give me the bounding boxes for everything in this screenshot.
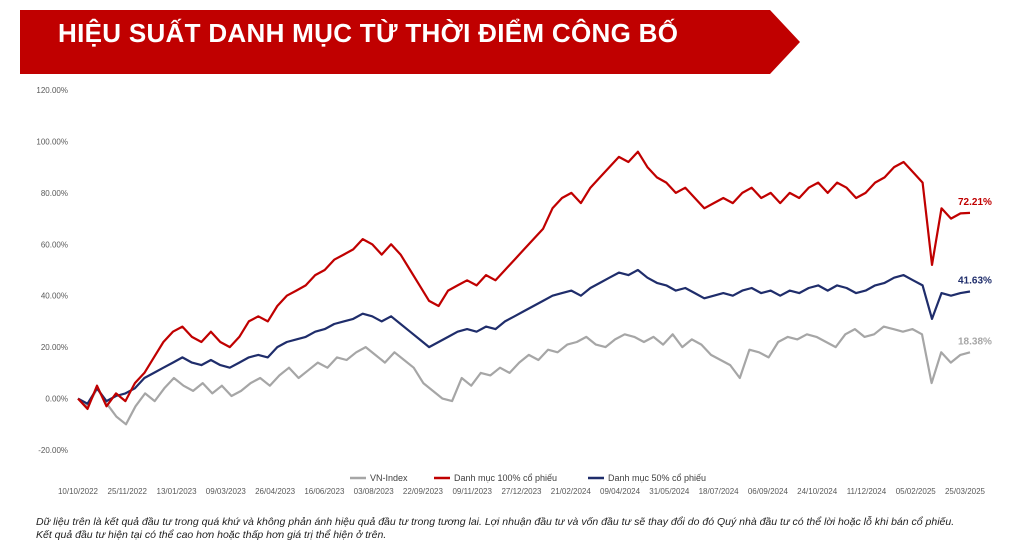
y-tick-label: 120.00% (36, 86, 68, 95)
y-tick-label: 40.00% (41, 292, 68, 301)
y-tick-label: 100.00% (36, 137, 68, 146)
x-tick-label: 24/10/2024 (797, 487, 838, 496)
x-tick-label: 25/03/2025 (945, 487, 986, 496)
x-tick-label: 26/04/2023 (255, 487, 296, 496)
x-tick-label: 31/05/2024 (649, 487, 690, 496)
legend-entry: VN-Index (370, 473, 408, 483)
x-tick-label: 13/01/2023 (157, 487, 198, 496)
disclaimer-line-1: Dữ liệu trên là kết quả đầu tư trong quá… (36, 516, 955, 528)
x-tick-label: 09/11/2023 (452, 487, 492, 496)
x-tick-label: 22/09/2023 (403, 487, 444, 496)
x-tick-label: 21/02/2024 (551, 487, 592, 496)
y-tick-label: 60.00% (41, 240, 68, 249)
x-tick-label: 27/12/2023 (501, 487, 542, 496)
page-title: HIỆU SUẤT DANH MỤC TỪ THỜI ĐIỂM CÔNG BỐ (58, 18, 679, 48)
x-tick-label: 11/12/2024 (847, 487, 887, 496)
title-banner (20, 10, 800, 74)
disclaimer-footnote: Dữ liệu trên là kết quả đầu tư trong quá… (36, 516, 1006, 542)
series-line-0 (77, 325, 971, 426)
disclaimer-line-2: Kết quả đầu tư hiện tại có thể cao hơn h… (36, 529, 387, 541)
y-tick-label: 80.00% (41, 189, 68, 198)
x-tick-label: 18/07/2024 (699, 487, 740, 496)
x-tick-label: 09/04/2024 (600, 487, 641, 496)
series-end-label: 41.63% (958, 276, 992, 287)
y-tick-label: -20.00% (38, 446, 68, 455)
legend-entry: Danh mục 100% cổ phiếu (454, 473, 557, 483)
x-tick-label: 06/09/2024 (748, 487, 789, 496)
y-tick-label: 20.00% (41, 343, 68, 352)
banner-arrow-shape (20, 10, 800, 74)
performance-line-chart: -20.00% 0.00% 20.00% 40.00% 60.00% 80.00% 100.… (36, 86, 992, 496)
x-tick-label: 16/06/2023 (304, 487, 345, 496)
x-tick-label: 25/11/2022 (108, 487, 148, 496)
legend-entry: Danh mục 50% cổ phiếu (608, 473, 706, 483)
series-end-label: 18.38% (958, 336, 992, 347)
series-line-2 (77, 268, 971, 405)
x-tick-label: 03/08/2023 (354, 487, 395, 496)
series-end-label: 72.21% (958, 197, 992, 208)
x-tick-label: 10/10/2022 (58, 487, 99, 496)
x-tick-label: 09/03/2023 (206, 487, 247, 496)
series-line-1 (77, 150, 971, 410)
x-tick-label: 05/02/2025 (896, 487, 937, 496)
y-tick-label: 0.00% (45, 395, 68, 404)
